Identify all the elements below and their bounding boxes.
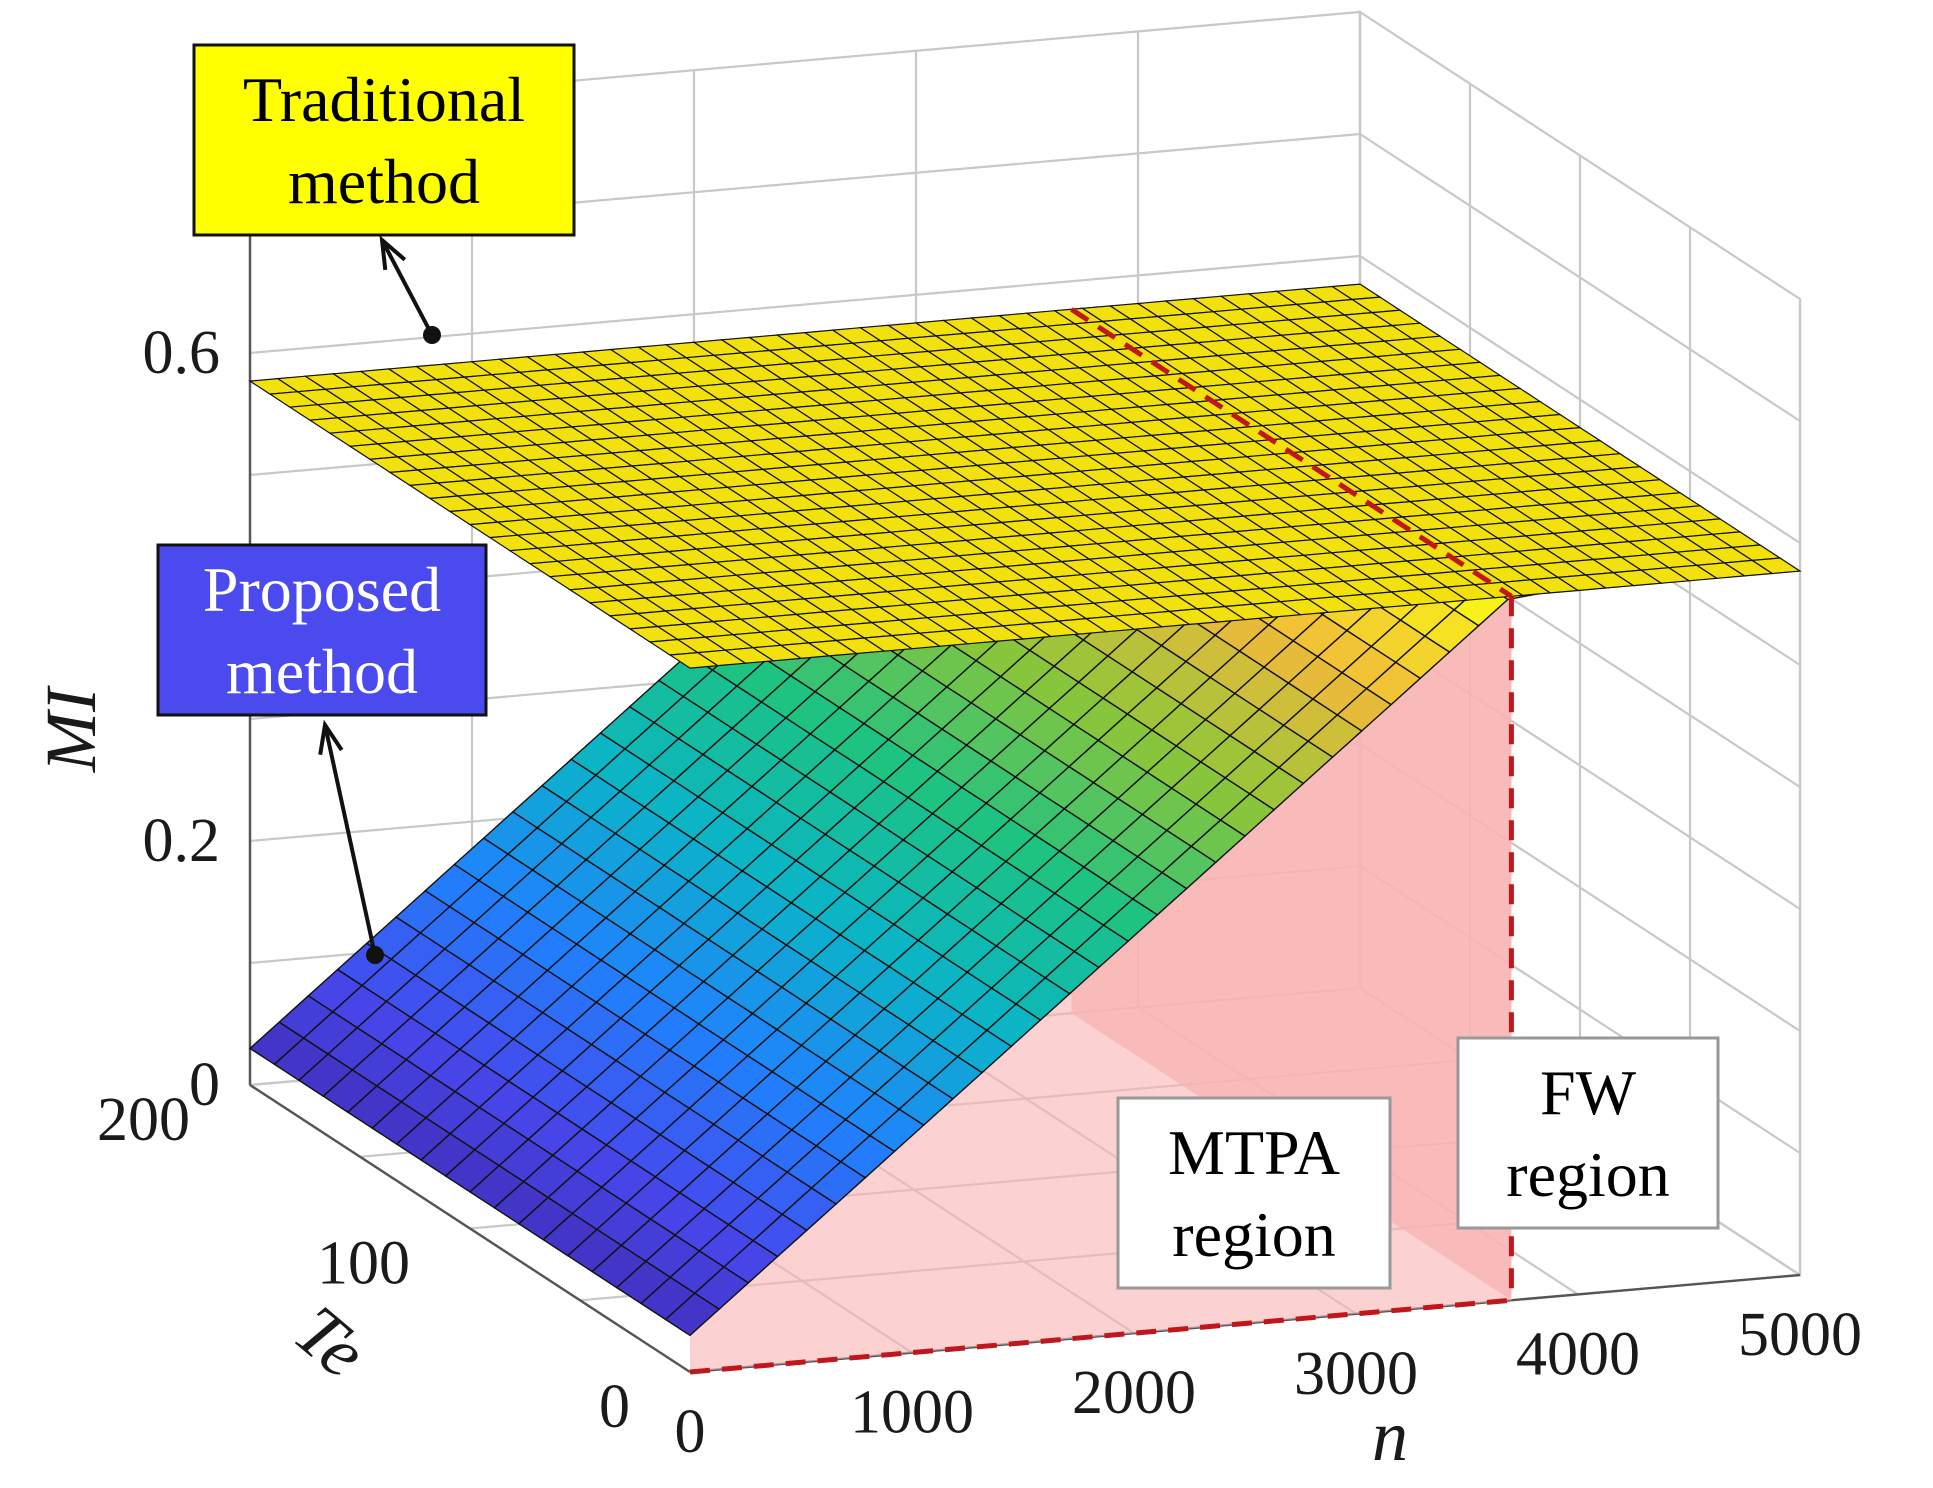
y-tick-label: 0 (599, 1373, 630, 1441)
x-tick-label: 5000 (1738, 1301, 1862, 1369)
x-tick-label: 0 (675, 1398, 706, 1466)
proposed-callout-box (156, 543, 488, 717)
x-axis-label: n (1372, 1396, 1408, 1476)
traditional-callout-text: Traditional (243, 64, 525, 135)
z-tick-label: 0.2 (143, 807, 221, 875)
y-tick-label: 200 (97, 1086, 190, 1154)
y-axis-label: Te (280, 1290, 382, 1393)
mtpa-callout-text: MTPA (1168, 1117, 1340, 1188)
x-tick-label: 3000 (1294, 1340, 1418, 1408)
proposed-arrowhead (318, 719, 344, 756)
traditional-surface-cell (1750, 557, 1802, 575)
x-tick-label: 2000 (1072, 1359, 1196, 1427)
proposed-dot (366, 946, 384, 964)
x-tick-label: 4000 (1516, 1320, 1640, 1388)
z-tick-label: 0 (189, 1051, 220, 1119)
z-axis-label: MI (31, 685, 111, 773)
fw-callout-box (1456, 1036, 1720, 1230)
y-axis-line (249, 1083, 691, 1374)
traditional-arrowhead (379, 235, 407, 271)
callouts-layer: Traditional method Proposed method MTPA regio… (156, 43, 1720, 1290)
proposed-callout-text: method (226, 636, 418, 707)
surfaces-layer (248, 283, 1802, 1372)
x-tick-label: 1000 (850, 1379, 974, 1447)
fw-callout-text: region (1506, 1139, 1670, 1210)
proposed-arrow (323, 724, 377, 956)
boundary-line-top (1070, 307, 1513, 599)
boundary-line-bottom (689, 1297, 1512, 1375)
traditional-callout-text: method (288, 146, 480, 217)
fw-callout-text: FW (1540, 1057, 1637, 1128)
traditional-callout-box (192, 43, 576, 237)
traditional-dot (423, 326, 441, 344)
proposed-callout-text: Proposed (203, 554, 441, 625)
mtpa-callout-box (1116, 1096, 1392, 1290)
mtpa-callout-text: region (1172, 1199, 1336, 1270)
traditional-arrow (380, 239, 434, 336)
z-tick-label: 0.6 (143, 319, 221, 387)
y-tick-label: 100 (317, 1230, 410, 1298)
